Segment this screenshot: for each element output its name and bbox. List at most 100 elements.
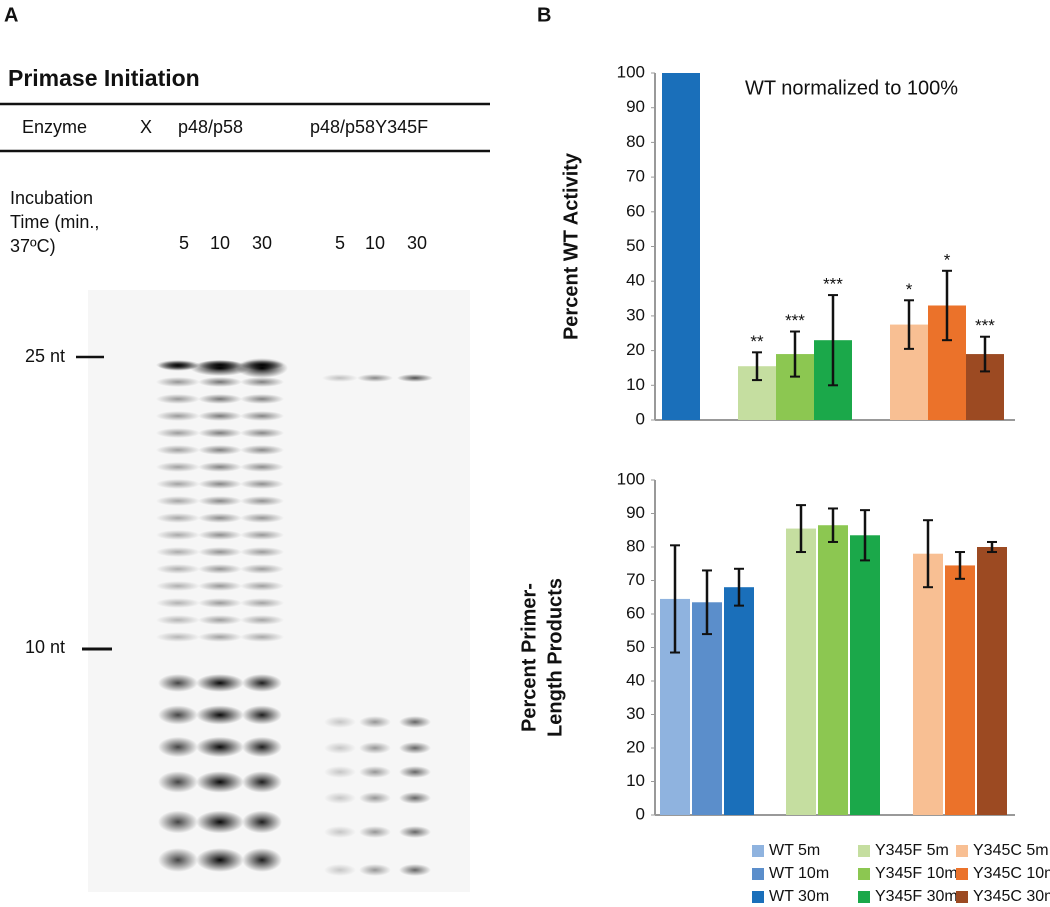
gel-band — [240, 513, 284, 523]
legend-label: Y345C 10m — [973, 865, 1050, 882]
gel-band — [196, 736, 244, 758]
y-axis-label: Length Products — [544, 578, 566, 737]
gel-band — [399, 792, 431, 804]
gel-band — [156, 530, 200, 540]
time-label: 30 — [252, 233, 272, 253]
annotation: WT normalized to 100% — [745, 77, 958, 99]
gel-band — [198, 632, 242, 642]
gel-band — [240, 445, 284, 455]
legend-swatch — [858, 891, 870, 903]
incubation-label: 37ºC) — [10, 236, 56, 256]
gel-band — [240, 530, 284, 540]
significance-label: *** — [785, 311, 805, 330]
y-tick-label: 100 — [617, 469, 645, 488]
gel-band — [240, 564, 284, 574]
gel-band — [156, 547, 200, 557]
gel-band — [399, 742, 431, 754]
gel-band — [399, 826, 431, 838]
gel-band — [242, 674, 282, 692]
time-label: 30 — [407, 233, 427, 253]
gel-band — [399, 716, 431, 728]
gel-band — [198, 479, 242, 489]
gel-band — [158, 705, 198, 725]
legend-swatch — [752, 868, 764, 880]
gel-band — [324, 742, 356, 754]
incubation-label: Incubation — [10, 188, 93, 208]
gel-band — [158, 361, 198, 371]
gel-band — [158, 810, 198, 834]
gel-band — [240, 394, 284, 404]
gel-band — [240, 581, 284, 591]
gel-band — [240, 615, 284, 625]
gel-band — [156, 632, 200, 642]
gel-band — [156, 428, 200, 438]
gel-band — [198, 598, 242, 608]
gel-band — [242, 848, 282, 872]
significance-label: *** — [823, 275, 843, 294]
gel-band — [156, 615, 200, 625]
gel-band — [198, 428, 242, 438]
gel-band — [324, 792, 356, 804]
y-tick-label: 80 — [626, 536, 645, 555]
legend-label: Y345C 30m — [973, 888, 1050, 905]
gel-band — [198, 615, 242, 625]
y-tick-label: 80 — [626, 132, 645, 151]
gel-band — [240, 428, 284, 438]
y-tick-label: 90 — [626, 97, 645, 116]
gel-band — [198, 411, 242, 421]
gel-band — [198, 496, 242, 506]
legend-label: WT 30m — [769, 888, 829, 905]
gel-band — [198, 394, 242, 404]
gel-band — [158, 771, 198, 793]
gel-band — [190, 360, 250, 376]
bar — [850, 535, 880, 815]
gel-band — [240, 462, 284, 472]
gel-band — [359, 742, 391, 754]
marker-label: 25 nt — [25, 346, 65, 366]
gel-band — [156, 564, 200, 574]
legend-swatch — [956, 868, 968, 880]
header-cell: Enzyme — [22, 117, 87, 137]
gel-band — [359, 864, 391, 876]
bar — [913, 553, 943, 815]
significance-label: ** — [750, 332, 764, 351]
gel-band — [359, 792, 391, 804]
legend-swatch — [956, 845, 968, 857]
y-tick-label: 40 — [626, 271, 645, 290]
gel-band — [399, 864, 431, 876]
legend-label: Y345F 5m — [875, 842, 949, 859]
gel-band — [158, 736, 198, 758]
y-tick-label: 30 — [626, 305, 645, 324]
gel-band — [156, 496, 200, 506]
gel-band — [359, 716, 391, 728]
gel-band — [397, 374, 433, 382]
time-label: 5 — [179, 233, 189, 253]
gel-band — [324, 826, 356, 838]
significance-label: * — [906, 280, 913, 299]
gel — [88, 290, 470, 892]
y-tick-label: 50 — [626, 236, 645, 255]
panel-label: B — [537, 4, 551, 26]
gel-band — [158, 674, 198, 692]
gel-band — [198, 564, 242, 574]
gel-band — [240, 632, 284, 642]
bar — [786, 528, 816, 815]
gel-band — [359, 826, 391, 838]
gel-band — [240, 496, 284, 506]
y-tick-label: 70 — [626, 167, 645, 186]
legend-label: Y345C 5m — [973, 842, 1049, 859]
gel-band — [240, 479, 284, 489]
gel-band — [242, 705, 282, 725]
gel-band — [242, 810, 282, 834]
y-tick-label: 10 — [626, 375, 645, 394]
header-cell: p48/p58 — [178, 117, 243, 137]
gel-band — [236, 358, 288, 378]
y-tick-label: 40 — [626, 670, 645, 689]
gel-band — [324, 864, 356, 876]
gel-band — [198, 530, 242, 540]
gel-title: Primase Initiation — [8, 65, 200, 91]
panel-label: A — [4, 4, 18, 26]
gel-band — [196, 848, 244, 872]
y-tick-label: 90 — [626, 503, 645, 522]
gel-band — [240, 598, 284, 608]
